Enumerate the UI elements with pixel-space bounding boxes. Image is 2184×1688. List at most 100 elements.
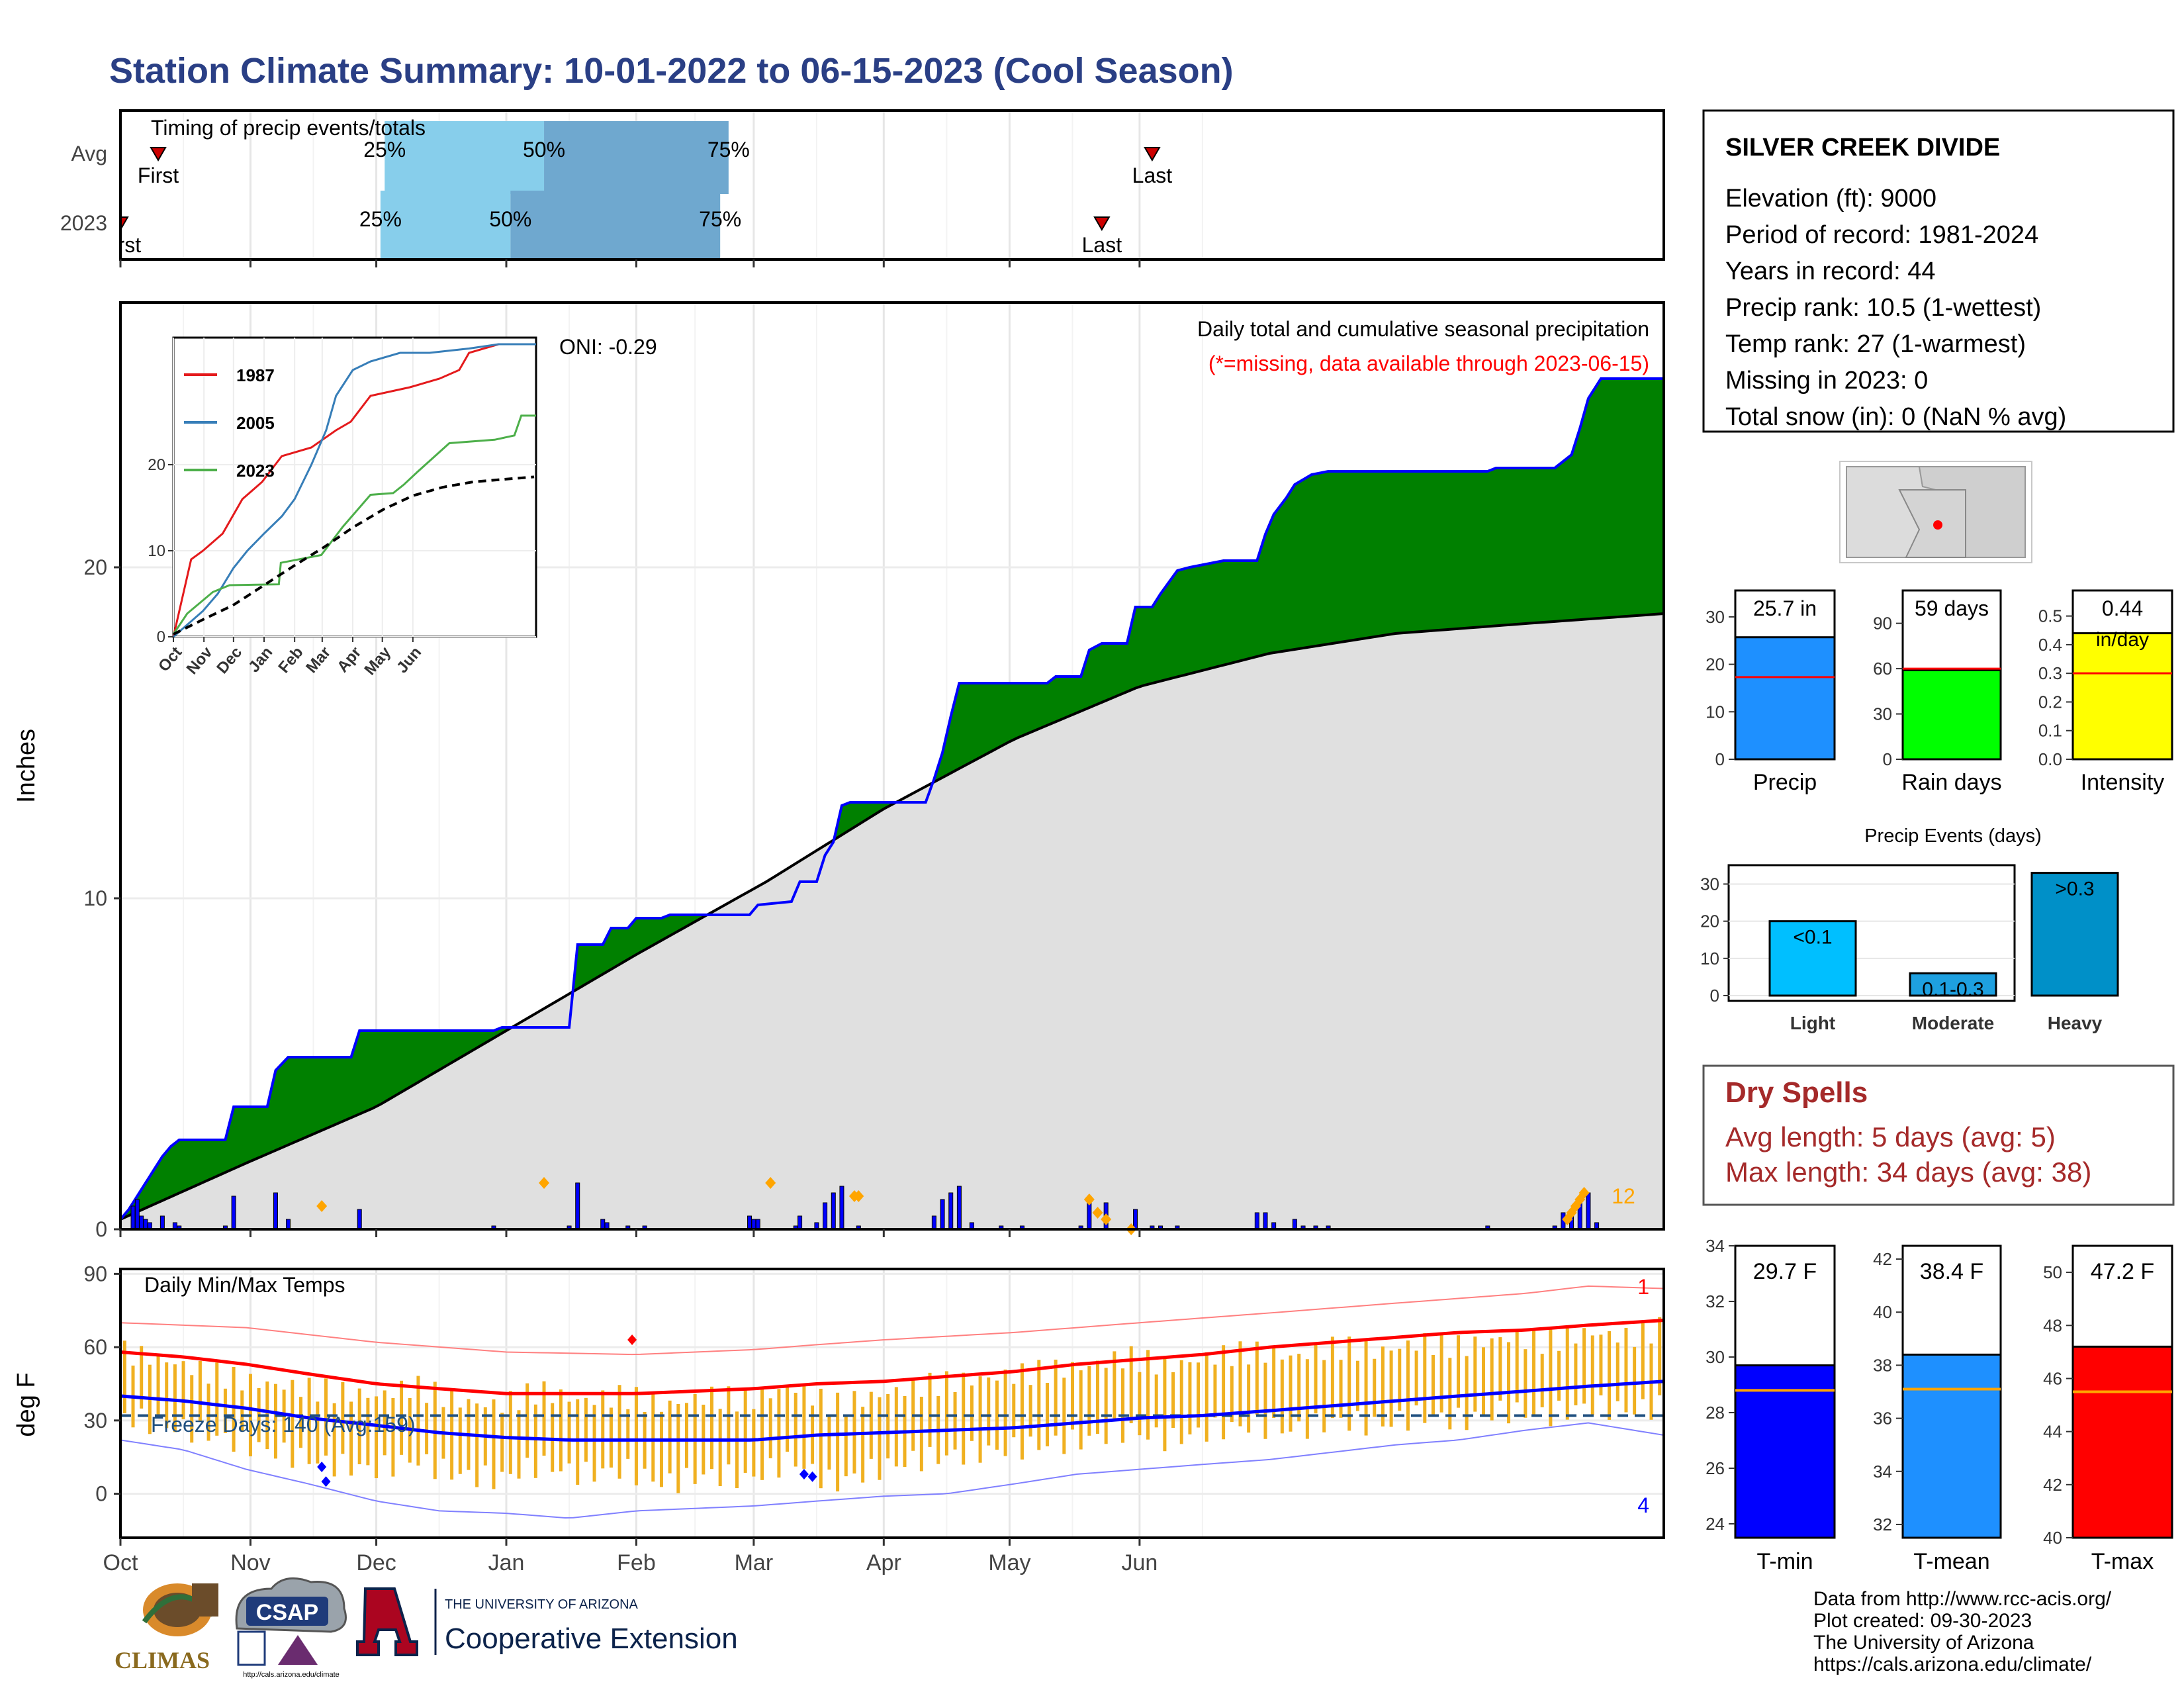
- temp-range-bar: [710, 1386, 714, 1470]
- temp-range-bar: [1096, 1360, 1100, 1434]
- temp-range-bar: [240, 1390, 244, 1432]
- temp-range-bar: [1540, 1354, 1544, 1407]
- temp-range-bar: [886, 1394, 890, 1459]
- daily-precip-bar: [357, 1209, 362, 1230]
- temp-range-bar: [1045, 1383, 1049, 1446]
- temp-summary-tick-label: 42: [1873, 1249, 1892, 1269]
- temp-range-bar: [919, 1397, 923, 1472]
- quartile-bar-25-50: [380, 191, 511, 259]
- summary-bar-label: Intensity: [2081, 770, 2165, 795]
- temp-line-record-high: [120, 1285, 1664, 1356]
- temp-range-bar: [198, 1360, 202, 1421]
- temp-range-bar: [1414, 1350, 1418, 1406]
- snow-markers: [316, 1177, 1590, 1235]
- last-label: Last: [1132, 164, 1173, 187]
- record-low-marker: [321, 1476, 331, 1487]
- quartile-bar-50-75: [544, 121, 729, 194]
- summary-tick-label: 0: [1883, 749, 1892, 769]
- temp-range-bar: [1272, 1347, 1276, 1419]
- events-tick-label: 30: [1700, 874, 1719, 894]
- summary-bar-rain-days: [1901, 669, 2002, 761]
- missing-note: (*=missing, data available through 2023-…: [1208, 352, 1649, 375]
- temp-range-bar: [1028, 1385, 1032, 1437]
- snow-count: 12: [1612, 1184, 1635, 1208]
- temp-range-bar: [1456, 1335, 1460, 1408]
- summary-tick-label: 60: [1873, 659, 1892, 679]
- temp-range-bar: [1305, 1359, 1309, 1439]
- freeze-days-text: Freeze Days: 140 (Avg:159): [151, 1413, 416, 1436]
- temp-range-bar: [542, 1381, 546, 1456]
- station-line: Precip rank: 10.5 (1-wettest): [1725, 294, 2041, 322]
- daily-precip-bar: [831, 1192, 836, 1230]
- temp-range-bar: [1381, 1346, 1385, 1427]
- month-label: Dec: [356, 1550, 396, 1575]
- temp-range-bar: [1532, 1329, 1536, 1417]
- temp-range-bar: [433, 1382, 437, 1479]
- temp-summary-tick-label: 30: [1706, 1347, 1725, 1367]
- temp-range-bar: [1070, 1362, 1074, 1430]
- events-bar-moderate: [1909, 972, 1997, 997]
- daily-precip-bar: [143, 1219, 148, 1230]
- temp-summary-tick-label: 40: [2043, 1528, 2062, 1548]
- temp-summary-tick-label: 32: [1706, 1291, 1725, 1311]
- daily-precip-bar: [931, 1215, 936, 1230]
- month-label: Oct: [103, 1550, 138, 1575]
- daily-precip-bar: [755, 1219, 760, 1230]
- station-location-marker: [1933, 520, 1942, 530]
- record-low-count: 4: [1637, 1493, 1649, 1517]
- events-tick-label: 0: [1710, 986, 1719, 1006]
- temp-range-bar: [944, 1371, 948, 1456]
- summary-bar-label: Precip: [1753, 770, 1817, 795]
- temp-range-bar: [1012, 1383, 1016, 1438]
- summary-tick-label: 0.4: [2038, 635, 2062, 655]
- ua-big-text: Cooperative Extension: [445, 1622, 738, 1655]
- temp-range-bar: [500, 1413, 504, 1472]
- temp-range-bar: [298, 1397, 302, 1448]
- temp-range-bar: [735, 1411, 739, 1489]
- temp-range-bar: [1490, 1338, 1494, 1421]
- temp-range-bar: [827, 1415, 831, 1470]
- timing-panel: 25% 50% 75% First Last 25% 50% 75% First Last Tim…: [60, 109, 1665, 261]
- quartile-label: 75%: [707, 138, 750, 162]
- snow-marker: [316, 1200, 328, 1212]
- temp-range-bar: [190, 1375, 194, 1443]
- events-title: Precip Events (days): [1864, 825, 2042, 847]
- temp-summary-tick-label: 50: [2043, 1262, 2062, 1282]
- temp-summary-bar-t-mean: [1901, 1353, 2002, 1539]
- temp-summary-tick-label: 34: [1873, 1462, 1892, 1481]
- summary-value-unit: in/day: [2096, 629, 2149, 651]
- temp-range-bar: [760, 1389, 764, 1480]
- temp-range-bar: [1373, 1358, 1377, 1417]
- inset-lines: [172, 343, 536, 638]
- locator-map: [1839, 461, 2032, 563]
- temp-range-bar: [215, 1362, 219, 1436]
- temp-range-bar: [341, 1382, 345, 1454]
- inset-line-2005: [173, 343, 536, 638]
- footer-line: Data from http://www.rcc-acis.org/: [1813, 1588, 2112, 1610]
- summary-value-label: 25.7 in: [1753, 596, 1817, 620]
- temp-range-bar: [861, 1407, 865, 1483]
- temp-line-avg-min: [120, 1380, 1664, 1442]
- temp-summary-value: 47.2 F: [2091, 1259, 2154, 1284]
- last-label: Last: [1082, 233, 1122, 257]
- dry-spells-avg: Avg length: 5 days (avg: 5): [1725, 1121, 2056, 1152]
- temp-range-bar: [928, 1372, 932, 1447]
- temp-range-bar: [727, 1386, 731, 1465]
- temp-range-bar: [1129, 1346, 1133, 1424]
- snow-marker: [539, 1177, 550, 1189]
- temp-summary-tick-label: 36: [1873, 1409, 1892, 1429]
- oni-value: ONI: -0.29: [559, 335, 657, 359]
- daily-precip-bar: [285, 1219, 291, 1230]
- summary-tick-label: 0.5: [2038, 606, 2062, 626]
- snow-marker: [853, 1190, 864, 1202]
- temp-range-bar: [609, 1407, 613, 1468]
- temp-range-bar: [844, 1414, 848, 1477]
- temp-range-bar: [668, 1400, 672, 1474]
- temp-range-bar: [1238, 1341, 1242, 1427]
- temp-range-bar: [576, 1399, 580, 1485]
- temp-header: Daily Min/Max Temps: [144, 1273, 345, 1297]
- temp-range-bar: [1003, 1369, 1007, 1456]
- temp-range-bar: [400, 1380, 404, 1455]
- temp-range-bar: [802, 1385, 806, 1469]
- record-low-marker: [799, 1469, 809, 1480]
